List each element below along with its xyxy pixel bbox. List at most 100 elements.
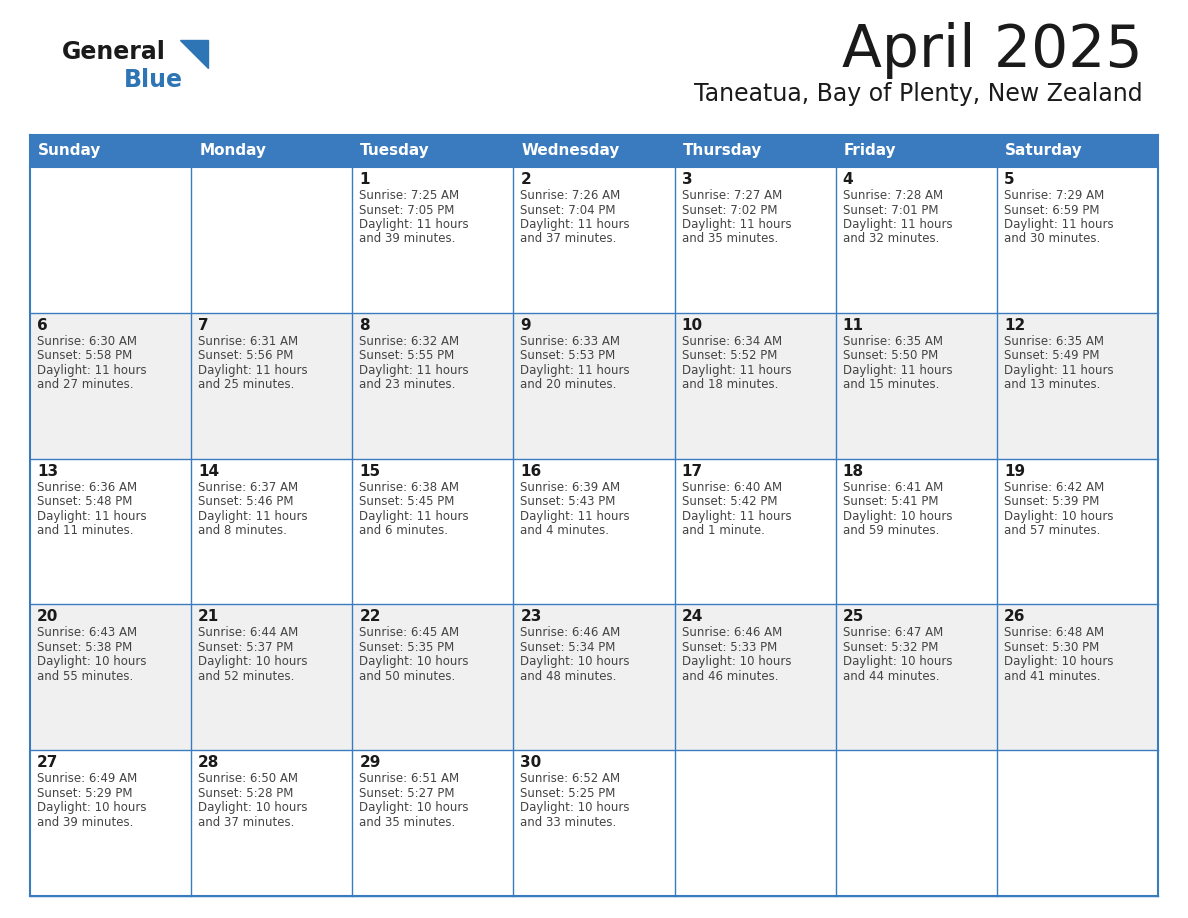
Text: 30: 30 xyxy=(520,756,542,770)
Text: 27: 27 xyxy=(37,756,58,770)
Text: 2: 2 xyxy=(520,172,531,187)
Text: Sunset: 5:58 PM: Sunset: 5:58 PM xyxy=(37,350,132,363)
Text: Daylight: 11 hours: Daylight: 11 hours xyxy=(198,364,308,376)
Text: Daylight: 11 hours: Daylight: 11 hours xyxy=(37,509,146,522)
Text: Sunset: 5:45 PM: Sunset: 5:45 PM xyxy=(359,495,455,508)
Bar xyxy=(997,750,1158,896)
Text: Sunrise: 6:42 AM: Sunrise: 6:42 AM xyxy=(1004,481,1104,494)
Text: 12: 12 xyxy=(1004,318,1025,333)
Text: Daylight: 11 hours: Daylight: 11 hours xyxy=(359,218,469,231)
Text: and 4 minutes.: and 4 minutes. xyxy=(520,524,609,537)
Text: Daylight: 11 hours: Daylight: 11 hours xyxy=(842,364,953,376)
Text: Sunset: 5:27 PM: Sunset: 5:27 PM xyxy=(359,787,455,800)
Text: Sunset: 5:30 PM: Sunset: 5:30 PM xyxy=(1004,641,1099,654)
Text: Sunrise: 7:26 AM: Sunrise: 7:26 AM xyxy=(520,189,620,202)
Text: Sunset: 5:41 PM: Sunset: 5:41 PM xyxy=(842,495,939,508)
Text: Sunset: 7:02 PM: Sunset: 7:02 PM xyxy=(682,204,777,217)
Text: Daylight: 10 hours: Daylight: 10 hours xyxy=(520,801,630,814)
Text: and 33 minutes.: and 33 minutes. xyxy=(520,816,617,829)
Text: 18: 18 xyxy=(842,464,864,478)
Text: Sunset: 7:05 PM: Sunset: 7:05 PM xyxy=(359,204,455,217)
Text: Daylight: 11 hours: Daylight: 11 hours xyxy=(682,364,791,376)
Text: and 30 minutes.: and 30 minutes. xyxy=(1004,232,1100,245)
Text: Daylight: 10 hours: Daylight: 10 hours xyxy=(359,655,469,668)
Bar xyxy=(191,604,353,750)
Text: 19: 19 xyxy=(1004,464,1025,478)
Text: Sunset: 5:55 PM: Sunset: 5:55 PM xyxy=(359,350,455,363)
Text: Tuesday: Tuesday xyxy=(360,143,430,159)
Text: 17: 17 xyxy=(682,464,702,478)
Text: Daylight: 11 hours: Daylight: 11 hours xyxy=(198,509,308,522)
Text: Monday: Monday xyxy=(200,143,266,159)
Text: 7: 7 xyxy=(198,318,209,333)
Text: Blue: Blue xyxy=(124,68,183,92)
Text: Daylight: 10 hours: Daylight: 10 hours xyxy=(37,655,146,668)
Text: 5: 5 xyxy=(1004,172,1015,187)
Text: 8: 8 xyxy=(359,318,369,333)
Bar xyxy=(675,459,835,604)
Text: Sunrise: 6:44 AM: Sunrise: 6:44 AM xyxy=(198,626,298,640)
Text: Daylight: 11 hours: Daylight: 11 hours xyxy=(1004,364,1113,376)
Text: Sunrise: 6:40 AM: Sunrise: 6:40 AM xyxy=(682,481,782,494)
Text: Sunset: 5:49 PM: Sunset: 5:49 PM xyxy=(1004,350,1099,363)
Text: Daylight: 10 hours: Daylight: 10 hours xyxy=(198,801,308,814)
Bar xyxy=(997,313,1158,459)
Text: 16: 16 xyxy=(520,464,542,478)
Bar xyxy=(30,167,191,313)
Text: 9: 9 xyxy=(520,318,531,333)
Text: Sunset: 5:38 PM: Sunset: 5:38 PM xyxy=(37,641,132,654)
Text: April 2025: April 2025 xyxy=(842,22,1143,79)
Text: Friday: Friday xyxy=(843,143,896,159)
Text: Sunset: 5:35 PM: Sunset: 5:35 PM xyxy=(359,641,455,654)
Bar xyxy=(191,750,353,896)
Text: 28: 28 xyxy=(198,756,220,770)
Bar xyxy=(513,313,675,459)
Bar xyxy=(353,604,513,750)
Text: and 44 minutes.: and 44 minutes. xyxy=(842,670,940,683)
Text: Daylight: 11 hours: Daylight: 11 hours xyxy=(682,509,791,522)
Text: 22: 22 xyxy=(359,610,381,624)
Text: and 41 minutes.: and 41 minutes. xyxy=(1004,670,1100,683)
Bar xyxy=(835,750,997,896)
Bar xyxy=(675,313,835,459)
Text: Sunrise: 7:27 AM: Sunrise: 7:27 AM xyxy=(682,189,782,202)
Text: Daylight: 10 hours: Daylight: 10 hours xyxy=(842,655,953,668)
Bar xyxy=(997,167,1158,313)
Bar xyxy=(353,167,513,313)
Text: and 59 minutes.: and 59 minutes. xyxy=(842,524,939,537)
Text: Daylight: 11 hours: Daylight: 11 hours xyxy=(520,509,630,522)
Text: Daylight: 10 hours: Daylight: 10 hours xyxy=(682,655,791,668)
Text: Daylight: 11 hours: Daylight: 11 hours xyxy=(359,364,469,376)
Bar xyxy=(30,313,191,459)
Text: Sunset: 5:53 PM: Sunset: 5:53 PM xyxy=(520,350,615,363)
Text: Sunset: 5:32 PM: Sunset: 5:32 PM xyxy=(842,641,939,654)
Text: and 39 minutes.: and 39 minutes. xyxy=(359,232,456,245)
Text: and 18 minutes.: and 18 minutes. xyxy=(682,378,778,391)
Text: 25: 25 xyxy=(842,610,864,624)
Text: and 23 minutes.: and 23 minutes. xyxy=(359,378,456,391)
Text: and 6 minutes.: and 6 minutes. xyxy=(359,524,448,537)
Text: Sunset: 5:46 PM: Sunset: 5:46 PM xyxy=(198,495,293,508)
Text: Daylight: 11 hours: Daylight: 11 hours xyxy=(520,218,630,231)
Text: Sunrise: 6:38 AM: Sunrise: 6:38 AM xyxy=(359,481,460,494)
Text: and 57 minutes.: and 57 minutes. xyxy=(1004,524,1100,537)
Text: Sunrise: 6:31 AM: Sunrise: 6:31 AM xyxy=(198,335,298,348)
Text: Sunset: 5:37 PM: Sunset: 5:37 PM xyxy=(198,641,293,654)
Text: Sunset: 5:28 PM: Sunset: 5:28 PM xyxy=(198,787,293,800)
Text: Sunset: 6:59 PM: Sunset: 6:59 PM xyxy=(1004,204,1099,217)
Bar xyxy=(353,313,513,459)
Text: and 8 minutes.: and 8 minutes. xyxy=(198,524,287,537)
Text: Sunday: Sunday xyxy=(38,143,101,159)
Text: Sunset: 5:50 PM: Sunset: 5:50 PM xyxy=(842,350,939,363)
Text: and 11 minutes.: and 11 minutes. xyxy=(37,524,133,537)
Bar xyxy=(513,459,675,604)
Text: and 35 minutes.: and 35 minutes. xyxy=(682,232,778,245)
Bar xyxy=(513,604,675,750)
Text: Sunrise: 6:45 AM: Sunrise: 6:45 AM xyxy=(359,626,460,640)
Text: Sunrise: 6:37 AM: Sunrise: 6:37 AM xyxy=(198,481,298,494)
Text: Daylight: 10 hours: Daylight: 10 hours xyxy=(359,801,469,814)
Text: Daylight: 10 hours: Daylight: 10 hours xyxy=(1004,509,1113,522)
Bar xyxy=(30,604,191,750)
Text: Sunrise: 6:41 AM: Sunrise: 6:41 AM xyxy=(842,481,943,494)
Text: Daylight: 11 hours: Daylight: 11 hours xyxy=(1004,218,1113,231)
